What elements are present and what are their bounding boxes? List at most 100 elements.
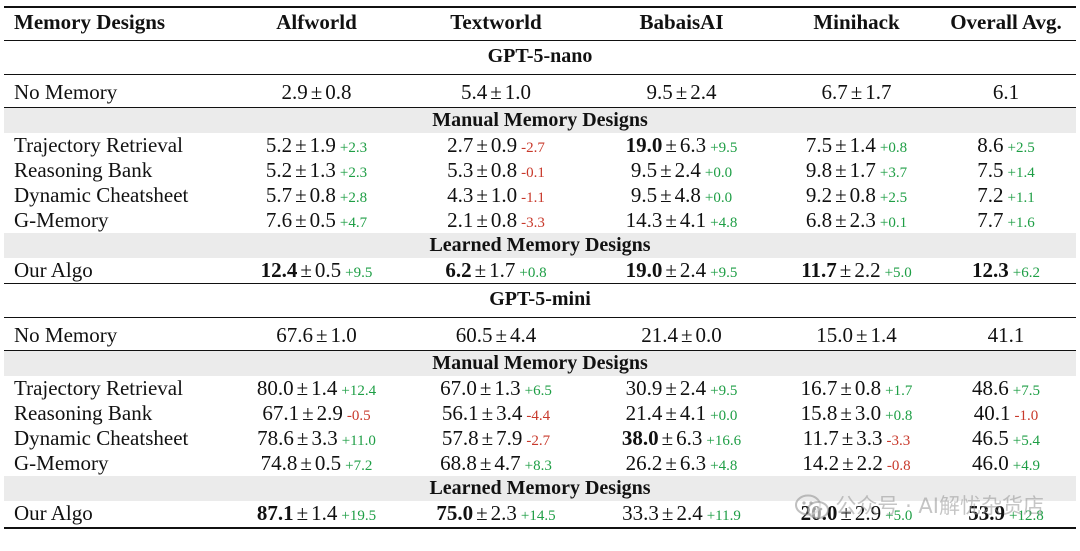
table-rule: [4, 283, 1076, 284]
cell-std: 3.3: [856, 426, 883, 450]
table-cell: 6.8 ±2.3 +0.1: [774, 208, 939, 233]
cell-delta: +11.0: [341, 433, 376, 449]
table-cell: 9.5 ±2.4 +0.0: [589, 158, 774, 183]
cell-delta: +2.3: [339, 165, 368, 181]
column-header: Memory Designs: [14, 10, 166, 34]
cell-value: 2.9: [281, 80, 308, 104]
cell-value: 60.5: [455, 323, 493, 347]
cell-std: 0.8: [854, 376, 882, 400]
cell-value: 30.9: [625, 376, 663, 400]
plus-minus-symbol: ±: [665, 208, 677, 232]
cell-delta: +4.8: [710, 215, 738, 231]
plus-minus-symbol: ±: [296, 501, 309, 525]
cell-std: 1.3: [309, 158, 336, 182]
cell-value: 87.1: [256, 501, 294, 525]
cell-delta: +2.3: [339, 140, 368, 156]
cell-std: 0.8: [490, 208, 518, 232]
cell-std: 0.8: [490, 158, 518, 182]
plus-minus-symbol: ±: [665, 401, 677, 425]
plus-minus-symbol: ±: [295, 183, 307, 207]
cell-value: 9.5: [646, 80, 673, 104]
cell-delta: +5.4: [1012, 433, 1040, 449]
table-cell: 14.3 ±4.1 +4.8: [589, 208, 774, 233]
plus-minus-symbol: ±: [300, 258, 312, 282]
table-cell: 67.0 ±1.3 +6.5: [402, 376, 590, 401]
cell-delta: -3.3: [521, 215, 545, 231]
cell-value: 2.7: [447, 133, 474, 157]
table-cell: 7.7 +1.6: [940, 208, 1072, 233]
cell-std: 6.3: [679, 451, 707, 475]
cell-delta: +1.1: [1007, 190, 1035, 206]
cell-std: 4.1: [679, 208, 707, 232]
cell-std: 0.5: [314, 451, 342, 475]
plus-minus-symbol: ±: [315, 323, 328, 347]
table-row: Trajectory Retrieval 80.0 ±1.4 +12.4 67.0 ±1.…: [4, 376, 1076, 401]
cell-std: 1.0: [504, 80, 532, 104]
cell-std: 2.3: [849, 208, 876, 232]
cell-std: 2.4: [690, 80, 717, 104]
row-label: Our Algo: [14, 501, 93, 525]
cell-value: 67.0: [440, 376, 477, 400]
plus-minus-symbol: ±: [479, 451, 492, 475]
cell-value: 7.2: [977, 183, 1004, 207]
table-cell: 9.2 ±0.8 +2.5: [774, 183, 939, 208]
cell-value: 6.1: [992, 80, 1020, 104]
cell-value: 5.7: [265, 183, 293, 207]
table-rule: [4, 317, 1076, 318]
plus-minus-symbol: ±: [295, 208, 307, 232]
plus-minus-symbol: ±: [850, 80, 863, 104]
table-cell: 6.1: [940, 80, 1072, 105]
table-cell: 67.6 ±1.0: [234, 323, 399, 348]
cell-value: 56.1: [441, 401, 479, 425]
cell-std: 3.3: [311, 426, 338, 450]
cell-value: 41.1: [987, 323, 1025, 347]
table-cell: 57.8 ±7.9 -2.7: [402, 426, 590, 451]
table-cell: 5.7 ±0.8 +2.8: [234, 183, 399, 208]
plus-minus-symbol: ±: [840, 501, 852, 525]
cell-std: 0.0: [695, 323, 722, 347]
plus-minus-symbol: ±: [300, 451, 312, 475]
cell-value: 12.3: [972, 258, 1009, 282]
cell-value: 40.1: [973, 401, 1011, 425]
table-cell: 9.8 ±1.7 +3.7: [774, 158, 939, 183]
cell-std: 2.4: [676, 501, 703, 525]
row-label: G-Memory: [14, 451, 109, 475]
cell-std: 4.7: [494, 451, 521, 475]
table-cell: 46.0 +4.9: [940, 451, 1072, 476]
table-row: Our Algo 12.4 ±0.5 +9.5 6.2 ±1.7 +0.8 19.0 ±2.4 +…: [4, 258, 1076, 283]
table-cell: 9.5 ±4.8 +0.0: [589, 183, 774, 208]
table-cell: 80.0 ±1.4 +12.4: [234, 376, 399, 401]
plus-minus-symbol: ±: [295, 133, 307, 157]
cell-value: 21.4: [641, 323, 678, 347]
table-cell: 5.3 ±0.8 -0.1: [402, 158, 590, 183]
table-cell: 74.8 ±0.5 +7.2: [234, 451, 399, 476]
cell-value: 9.5: [630, 183, 658, 207]
table-cell: 6.2 ±1.7 +0.8: [402, 258, 590, 283]
cell-delta: +9.5: [710, 383, 738, 399]
table-cell: 16.7 ±0.8 +1.7: [774, 376, 939, 401]
table-cell: 60.5 ±4.4: [402, 323, 590, 348]
plus-minus-symbol: ±: [476, 208, 488, 232]
table-row: Dynamic Cheatsheet 78.6 ±3.3 +11.0 57.8 ±7.9-…: [4, 426, 1076, 451]
table-cell: 12.3 +6.2: [940, 258, 1072, 283]
plus-minus-symbol: ±: [476, 158, 488, 182]
table-cell: 56.1 ±3.4 -4.4: [402, 401, 590, 426]
table-cell: 2.9 ±0.8: [234, 80, 399, 105]
table-row: Reasoning Bank 5.2 ±1.3 +2.3 5.3 ±0.8 -0.1 9.5 ±…: [4, 158, 1076, 183]
cell-value: 57.8: [441, 426, 479, 450]
cell-std: 1.4: [311, 376, 338, 400]
plus-minus-symbol: ±: [835, 183, 847, 207]
plus-minus-symbol: ±: [296, 426, 309, 450]
row-label: No Memory: [14, 80, 118, 104]
plus-minus-symbol: ±: [476, 501, 488, 525]
cell-std: 0.5: [314, 258, 342, 282]
cell-delta: -0.8: [886, 458, 911, 474]
cell-delta: +1.7: [885, 383, 913, 399]
column-header: Minihack: [813, 10, 900, 34]
table-cell: 11.7 ±2.2 +5.0: [774, 258, 939, 283]
cell-value: 48.6: [972, 376, 1009, 400]
section-title: Learned Memory Designs: [429, 477, 651, 499]
table-cell: 19.0 ±2.4 +9.5: [589, 258, 774, 283]
table-cell: 15.8 ±3.0 +0.8: [774, 401, 939, 426]
table-cell: 7.5 +1.4: [940, 158, 1072, 183]
